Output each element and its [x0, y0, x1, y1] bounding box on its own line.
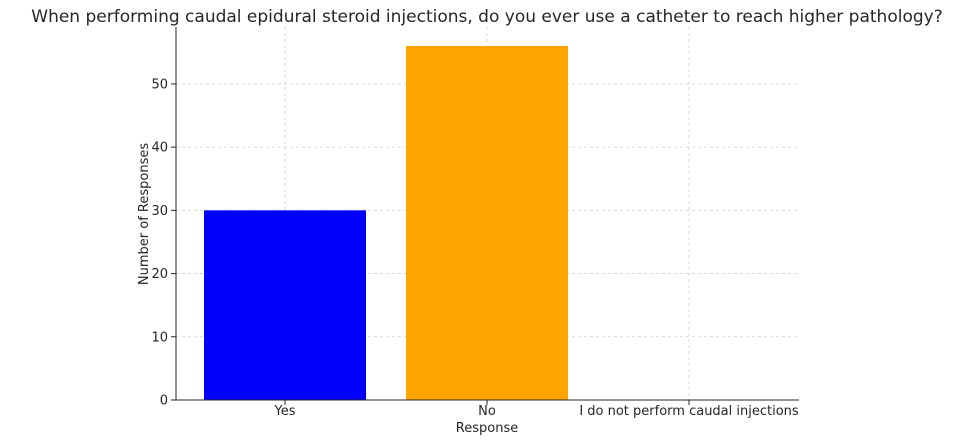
y-tick-label: 20 — [151, 267, 168, 282]
x-axis-label: Response — [456, 421, 518, 436]
y-tick-label: 30 — [151, 204, 168, 219]
x-ticks: Yes No I do not perform caudal injections — [274, 400, 799, 419]
bar-yes — [204, 210, 366, 400]
bars-layer — [204, 45, 568, 401]
y-tick-label: 40 — [151, 141, 168, 156]
x-tick-label: Yes — [274, 404, 296, 419]
y-tick-label: 0 — [160, 394, 168, 409]
y-tick-label: 50 — [151, 77, 168, 92]
y-tick-label: 10 — [151, 330, 168, 345]
y-axis-label: Number of Responses — [137, 143, 152, 285]
x-tick-label: I do not perform caudal injections — [579, 404, 799, 419]
y-ticks: 0 10 20 30 40 50 — [151, 77, 176, 409]
chart-title: When performing caudal epidural steroid … — [31, 7, 942, 27]
x-tick-label: No — [478, 404, 496, 419]
bar-no — [406, 45, 568, 401]
